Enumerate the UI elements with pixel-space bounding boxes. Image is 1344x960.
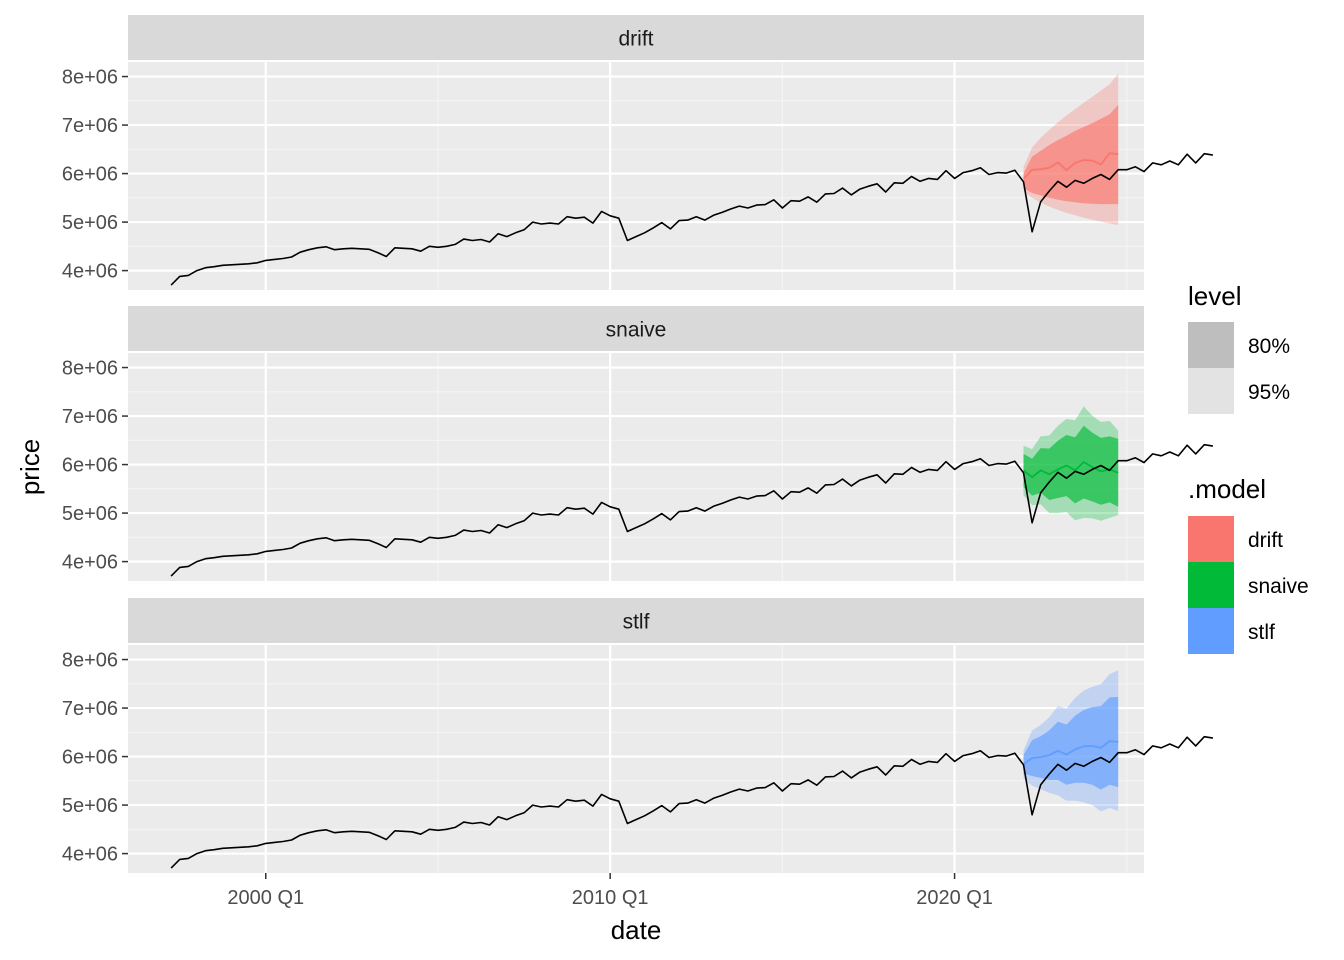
panel-background: [128, 353, 1144, 581]
history-line: [170, 443, 1214, 577]
ribbon-80: [1023, 696, 1119, 790]
facet-panels: drift 4e+06 5e+06 6e+06 7e+06 8e+06 snaive 4e+0…: [62, 15, 1214, 873]
legend-label-model: drift: [1248, 529, 1283, 552]
history-line: [170, 735, 1214, 869]
legend-key-model: [1188, 562, 1234, 608]
y-tick-label: 4e+06: [62, 552, 118, 574]
history-line: [170, 152, 1214, 286]
y-tick-label: 8e+06: [62, 67, 118, 89]
legend-key-level: [1188, 368, 1234, 414]
x-tick-label: 2020 Q1: [916, 887, 993, 909]
x-axis-title: date: [611, 915, 662, 945]
x-tick-label: 2010 Q1: [572, 887, 649, 909]
y-tick-label: 5e+06: [62, 795, 118, 817]
facet-strip: [128, 15, 1144, 60]
y-tick-label: 6e+06: [62, 747, 118, 769]
facet-strip: [128, 306, 1144, 351]
legend-label-model: stlf: [1248, 621, 1275, 644]
y-tick-label: 5e+06: [62, 212, 118, 234]
forecast-mean-line: [1022, 740, 1119, 766]
panel-drift: drift 4e+06 5e+06 6e+06 7e+06 8e+06: [62, 15, 1214, 290]
forecast-mean-line: [1022, 152, 1119, 180]
legend-key-model: [1188, 608, 1234, 654]
y-tick-label: 6e+06: [62, 455, 118, 477]
y-tick-label: 7e+06: [62, 115, 118, 137]
legend-title-model: .model: [1188, 474, 1266, 504]
y-tick-label: 4e+06: [62, 844, 118, 866]
legend-key-model: [1188, 516, 1234, 562]
forecast-mean-line: [1022, 460, 1119, 479]
legend: level 80% 95% .model drift snaive stlf: [1188, 281, 1309, 654]
y-tick-label: 6e+06: [62, 164, 118, 186]
y-tick-label: 7e+06: [62, 406, 118, 428]
ribbon-80: [1023, 425, 1119, 507]
y-axis-title: price: [15, 439, 45, 495]
y-tick-label: 8e+06: [62, 650, 118, 672]
panel-background: [128, 645, 1144, 873]
facet-strip-label: drift: [618, 28, 653, 51]
y-tick-label: 7e+06: [62, 698, 118, 720]
facet-strip: [128, 598, 1144, 643]
ribbon-80: [1023, 104, 1119, 205]
legend-label-level: 80%: [1248, 335, 1290, 358]
panel-background: [128, 62, 1144, 290]
y-tick-label: 4e+06: [62, 261, 118, 283]
legend-title-level: level: [1188, 281, 1241, 311]
facet-strip-label: snaive: [606, 319, 667, 342]
panel-stlf: stlf 4e+06 5e+06 6e+06 7e+06 8e+06: [62, 598, 1214, 873]
x-tick-label: 2000 Q1: [227, 887, 304, 909]
legend-label-level: 95%: [1248, 381, 1290, 404]
legend-label-model: snaive: [1248, 575, 1309, 598]
y-tick-label: 8e+06: [62, 358, 118, 380]
panel-snaive: snaive 4e+06 5e+06 6e+06 7e+06 8e+06: [62, 306, 1214, 581]
legend-key-level: [1188, 322, 1234, 368]
x-axis: 2000 Q1 2010 Q1 2020 Q1: [227, 873, 993, 909]
y-tick-label: 5e+06: [62, 503, 118, 525]
facet-strip-label: stlf: [623, 611, 650, 634]
